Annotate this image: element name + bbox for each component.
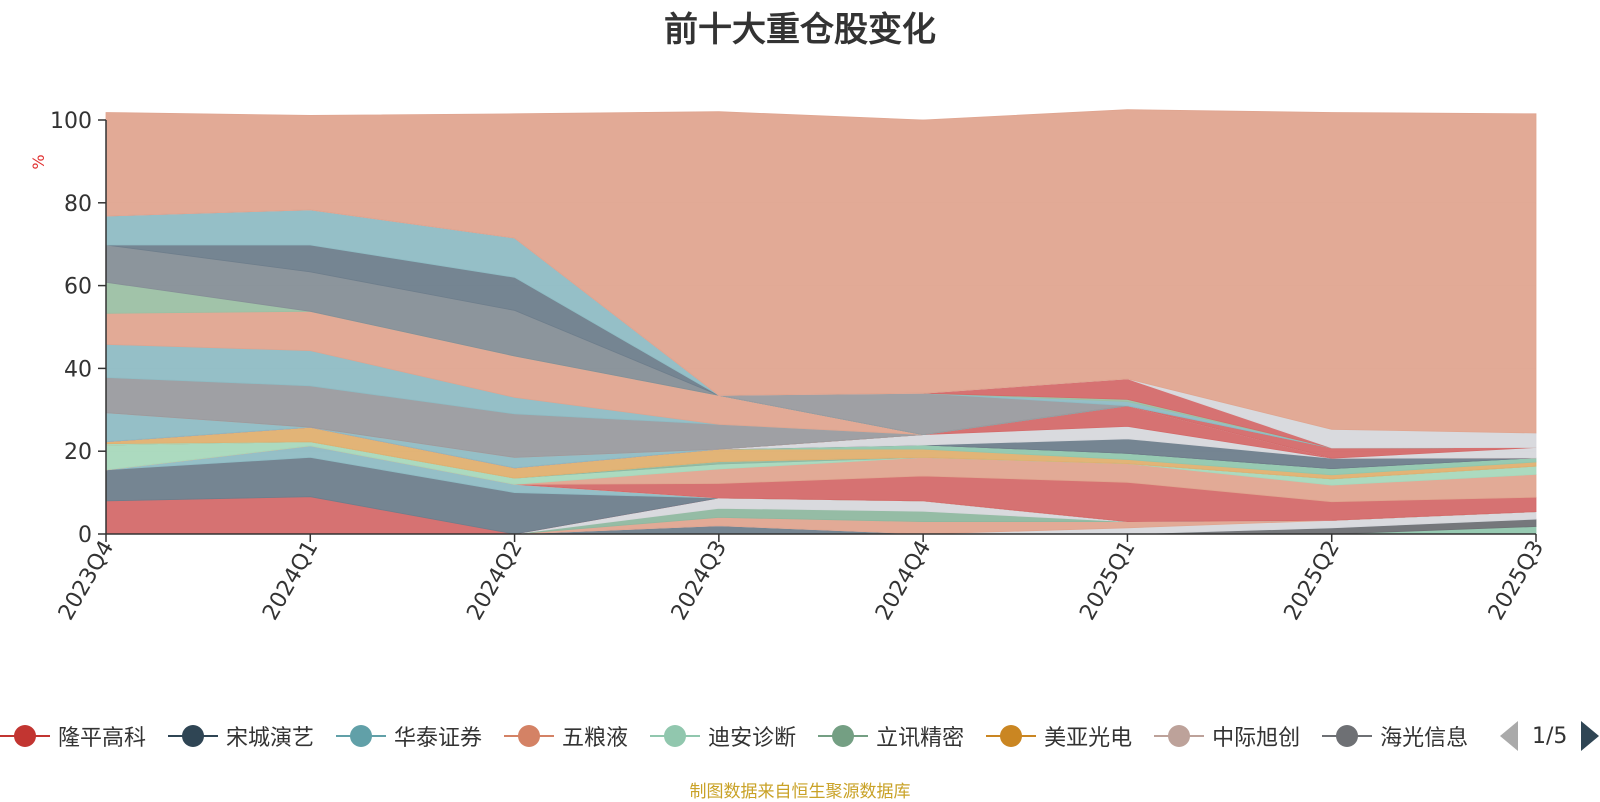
- legend-marker-icon: [818, 724, 869, 748]
- y-tick-label: 40: [64, 357, 92, 382]
- legend-item[interactable]: 隆平高科: [0, 714, 146, 758]
- legend-item[interactable]: 五粮液: [504, 714, 628, 758]
- x-tick-label: 2024Q1: [258, 537, 323, 625]
- legend-prev-page-button[interactable]: [1500, 721, 1518, 751]
- legend-next-page-button[interactable]: [1581, 721, 1600, 751]
- legend-pager: 1/5: [1500, 716, 1600, 756]
- legend-marker-icon: [1322, 724, 1373, 748]
- legend: 隆平高科 宋城演艺 华泰证券 五粮液 迪安诊断 立讯精密 美亚光电 中际旭创 海光信息: [0, 714, 1480, 758]
- x-tick-label: 2024Q4: [871, 537, 936, 625]
- legend-label: 海光信息: [1380, 726, 1469, 751]
- y-tick-label: 0: [78, 523, 92, 548]
- area-series-41: [105, 109, 1537, 434]
- legend-item[interactable]: 立讯精密: [818, 714, 964, 758]
- legend-item[interactable]: 宋城演艺: [168, 714, 314, 758]
- y-tick-label: 60: [64, 275, 92, 300]
- legend-label: 华泰证券: [394, 726, 483, 751]
- legend-label: 迪安诊断: [708, 726, 797, 751]
- legend-item[interactable]: 迪安诊断: [650, 714, 796, 758]
- legend-label: 宋城演艺: [226, 726, 315, 751]
- legend-marker-icon: [504, 724, 555, 748]
- x-tick-label: 2025Q1: [1075, 537, 1140, 625]
- x-tick-label: 2025Q3: [1484, 537, 1549, 625]
- y-tick-label: 20: [64, 440, 92, 465]
- x-tick-label: 2023Q4: [54, 537, 119, 625]
- legend-marker-icon: [650, 724, 701, 748]
- y-tick-label: 100: [50, 109, 92, 134]
- legend-marker-icon: [1154, 724, 1205, 748]
- x-tick-label: 2024Q2: [462, 537, 527, 625]
- chart-plot: 0 20 40 60 80 100 2023Q4 2024Q1 2024Q2 2024Q3 2024…: [29, 109, 1549, 625]
- legend-label: 中际旭创: [1212, 726, 1301, 751]
- legend-item[interactable]: 美亚光电: [986, 714, 1132, 758]
- legend-label: 隆平高科: [58, 726, 147, 751]
- area-series: [105, 109, 1537, 535]
- legend-item[interactable]: 中际旭创: [1154, 714, 1300, 758]
- legend-label: 立讯精密: [876, 726, 965, 751]
- x-tick-label: 2025Q2: [1280, 537, 1345, 625]
- legend-page-indicator: 1/5: [1532, 723, 1568, 749]
- source-note: 制图数据来自恒生聚源数据库: [689, 782, 911, 802]
- legend-marker-icon: [986, 724, 1037, 748]
- legend-marker-icon: [0, 724, 50, 748]
- y-tick-label: 80: [64, 192, 92, 217]
- x-tick-label: 2024Q3: [667, 537, 732, 625]
- legend-item[interactable]: 华泰证券: [336, 714, 482, 758]
- y-axis-label: %: [29, 154, 48, 169]
- legend-marker-icon: [336, 724, 387, 748]
- legend-label: 五粮液: [562, 726, 629, 751]
- legend-item[interactable]: 海光信息: [1322, 714, 1468, 758]
- legend-label: 美亚光电: [1044, 726, 1133, 751]
- chart-title: 前十大重仓股变化: [664, 10, 936, 50]
- legend-marker-icon: [168, 724, 219, 748]
